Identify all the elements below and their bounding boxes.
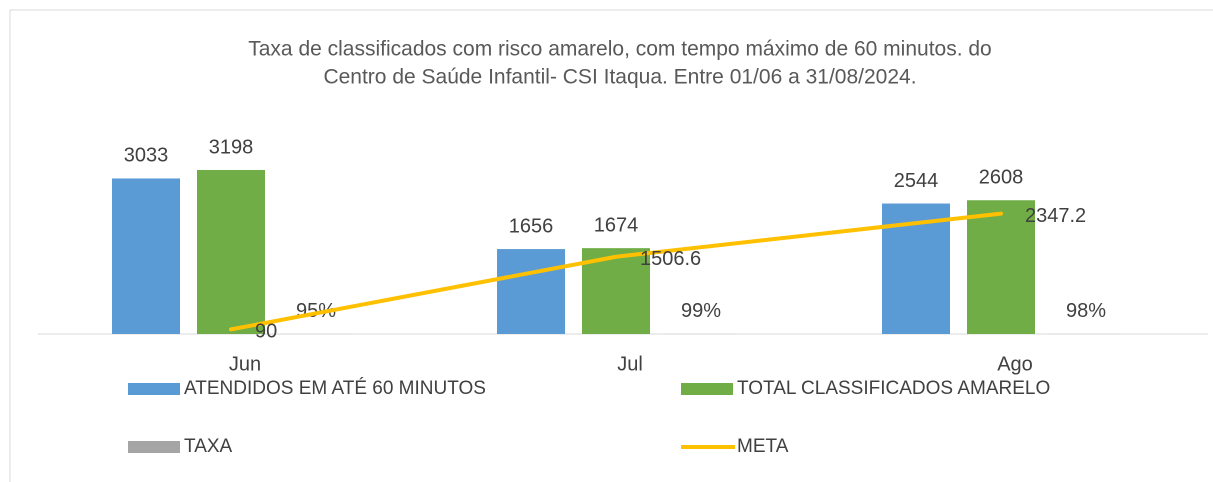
data-label: 3198	[209, 136, 254, 158]
legend-label: TOTAL CLASSIFICADOS AMARELO	[737, 378, 1050, 399]
bar	[197, 169, 265, 334]
data-label: 3033	[124, 145, 169, 167]
data-label: 2347.2	[1025, 205, 1086, 227]
legend-swatch	[128, 441, 180, 453]
chart-subtitle: Centro de Saúde Infantil- CSI Itaqua. En…	[323, 66, 916, 89]
data-label: 90	[255, 321, 277, 343]
bar	[967, 200, 1035, 334]
meta-line	[229, 211, 1003, 332]
bar	[112, 178, 180, 334]
data-label: 98%	[1066, 300, 1106, 322]
legend-label: META	[737, 436, 789, 457]
legend-label: TAXA	[184, 436, 233, 457]
data-label: 1506.6	[640, 248, 701, 270]
chart-title: Taxa de classificados com risco amarelo,…	[248, 38, 991, 61]
data-label: 1674	[594, 214, 639, 236]
x-tick-label: Ago	[997, 353, 1033, 375]
data-label: 2608	[979, 167, 1024, 189]
x-tick-label: Jul	[617, 353, 643, 375]
legend-swatch	[681, 383, 733, 395]
data-label: 1656	[509, 215, 554, 237]
data-label: 99%	[681, 300, 721, 322]
data-label: 2544	[894, 170, 939, 192]
legend-label: ATENDIDOS EM ATÉ 60 MINUTOS	[184, 378, 486, 399]
bar	[497, 249, 565, 334]
legend-swatch	[128, 383, 180, 395]
x-tick-label: Jun	[229, 353, 261, 375]
